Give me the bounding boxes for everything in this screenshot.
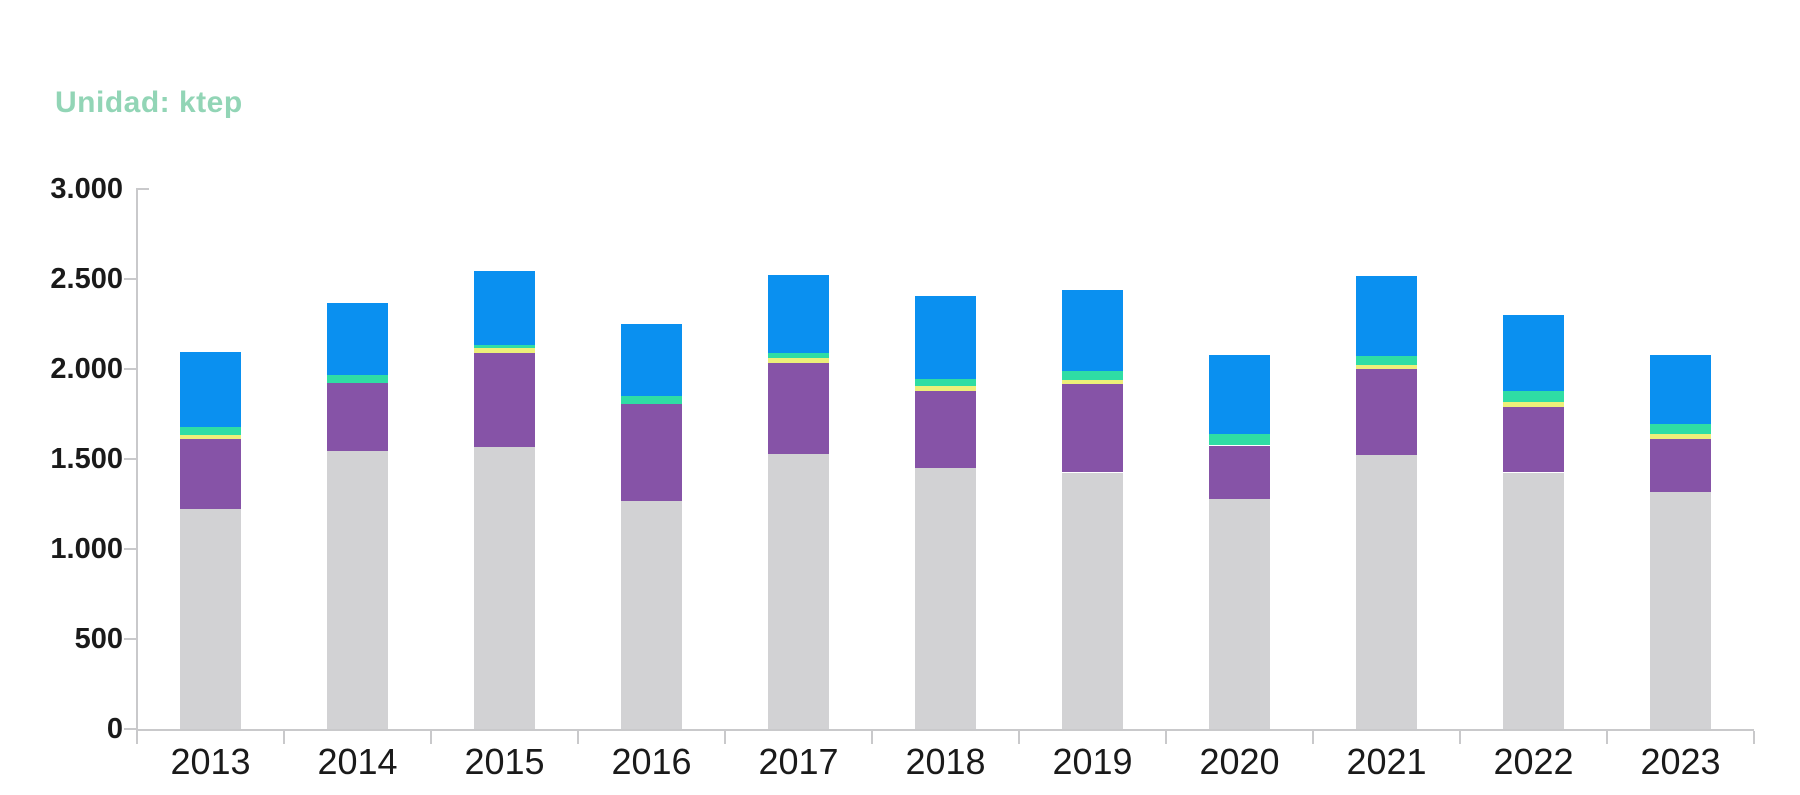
- bar-segment-yellow-2023[interactable]: [1650, 434, 1711, 439]
- bar-segment-purple-2021[interactable]: [1356, 369, 1417, 455]
- bar-segment-green-2019[interactable]: [1062, 371, 1123, 380]
- bar-segment-purple-2017[interactable]: [768, 363, 829, 454]
- bar-segment-purple-2022[interactable]: [1503, 407, 1564, 473]
- stacked-bar-chart: Unidad: ktep 0 500 1.000 1.500 2.000 2.500 3.0…: [0, 0, 1800, 795]
- y-tick-mark-2000: [124, 368, 136, 370]
- bar-segment-purple-2018[interactable]: [915, 391, 976, 468]
- bar-segment-gray-2013[interactable]: [180, 509, 241, 729]
- y-axis-line: [136, 188, 138, 731]
- bar-segment-gray-2018[interactable]: [915, 468, 976, 729]
- bar-segment-blue-2015[interactable]: [474, 271, 535, 345]
- x-tick-label-2016: 2016: [578, 742, 725, 782]
- bar-segment-green-2022[interactable]: [1503, 391, 1564, 403]
- bar-segment-green-2023[interactable]: [1650, 424, 1711, 434]
- bar-segment-purple-2016[interactable]: [621, 404, 682, 501]
- y-tick-label-0: 0: [3, 713, 123, 745]
- x-tick-label-2018: 2018: [872, 742, 1019, 782]
- y-tick-mark-1000: [124, 548, 136, 550]
- bar-segment-green-2016[interactable]: [621, 396, 682, 404]
- x-tick-label-2014: 2014: [284, 742, 431, 782]
- y-tick-label-1500: 1.500: [3, 443, 123, 475]
- y-tick-mark-500: [124, 638, 136, 640]
- bar-segment-gray-2019[interactable]: [1062, 473, 1123, 730]
- bar-segment-green-2015[interactable]: [474, 345, 535, 349]
- y-tick-label-3000: 3.000: [3, 173, 123, 205]
- x-tick-label-2021: 2021: [1313, 742, 1460, 782]
- bar-segment-green-2017[interactable]: [768, 353, 829, 358]
- x-tick-label-2020: 2020: [1166, 742, 1313, 782]
- bar-segment-blue-2023[interactable]: [1650, 355, 1711, 424]
- bar-segment-gray-2020[interactable]: [1209, 499, 1270, 729]
- y-tick-label-2500: 2.500: [3, 263, 123, 295]
- bar-segment-yellow-2019[interactable]: [1062, 380, 1123, 385]
- y-tick-mark-0: [124, 728, 136, 730]
- y-tick-label-500: 500: [3, 623, 123, 655]
- bar-segment-blue-2020[interactable]: [1209, 355, 1270, 434]
- bar-segment-green-2014[interactable]: [327, 375, 388, 383]
- x-tick-label-2015: 2015: [431, 742, 578, 782]
- chart-unit-label: Unidad: ktep: [55, 86, 243, 120]
- bar-segment-blue-2017[interactable]: [768, 275, 829, 352]
- bar-segment-purple-2023[interactable]: [1650, 439, 1711, 492]
- bar-segment-yellow-2018[interactable]: [915, 386, 976, 391]
- x-tick-label-2022: 2022: [1460, 742, 1607, 782]
- bar-segment-gray-2023[interactable]: [1650, 492, 1711, 729]
- y-tick-mark-2500: [124, 278, 136, 280]
- bar-segment-yellow-2017[interactable]: [768, 358, 829, 363]
- y-tick-mark-1500: [124, 458, 136, 460]
- bar-segment-green-2021[interactable]: [1356, 356, 1417, 365]
- bar-segment-gray-2016[interactable]: [621, 501, 682, 729]
- x-tick-label-2023: 2023: [1607, 742, 1754, 782]
- bar-segment-blue-2022[interactable]: [1503, 315, 1564, 391]
- bar-segment-blue-2018[interactable]: [915, 296, 976, 379]
- x-tick-label-2019: 2019: [1019, 742, 1166, 782]
- bar-segment-gray-2022[interactable]: [1503, 473, 1564, 730]
- bar-segment-blue-2019[interactable]: [1062, 290, 1123, 371]
- x-axis-line: [136, 729, 1754, 731]
- bar-segment-yellow-2022[interactable]: [1503, 402, 1564, 407]
- bar-segment-green-2020[interactable]: [1209, 434, 1270, 446]
- bar-segment-green-2013[interactable]: [180, 427, 241, 435]
- bar-segment-yellow-2021[interactable]: [1356, 365, 1417, 369]
- bar-segment-blue-2016[interactable]: [621, 324, 682, 396]
- bar-segment-gray-2015[interactable]: [474, 447, 535, 729]
- bar-segment-gray-2021[interactable]: [1356, 455, 1417, 729]
- bar-segment-yellow-2013[interactable]: [180, 435, 241, 440]
- bar-segment-purple-2020[interactable]: [1209, 446, 1270, 499]
- bar-segment-purple-2013[interactable]: [180, 439, 241, 509]
- x-tick-label-2013: 2013: [137, 742, 284, 782]
- bar-segment-yellow-2015[interactable]: [474, 348, 535, 353]
- y-tick-label-2000: 2.000: [3, 353, 123, 385]
- y-tick-label-1000: 1.000: [3, 533, 123, 565]
- bar-segment-blue-2014[interactable]: [327, 303, 388, 375]
- x-tick-label-2017: 2017: [725, 742, 872, 782]
- bar-segment-purple-2014[interactable]: [327, 383, 388, 451]
- bar-segment-blue-2021[interactable]: [1356, 276, 1417, 356]
- bar-segment-purple-2019[interactable]: [1062, 384, 1123, 472]
- y-tick-mark-3000: [137, 188, 149, 190]
- bar-segment-purple-2015[interactable]: [474, 353, 535, 448]
- bar-segment-green-2018[interactable]: [915, 379, 976, 386]
- bar-segment-gray-2014[interactable]: [327, 451, 388, 729]
- bar-segment-gray-2017[interactable]: [768, 454, 829, 729]
- bar-segment-blue-2013[interactable]: [180, 352, 241, 427]
